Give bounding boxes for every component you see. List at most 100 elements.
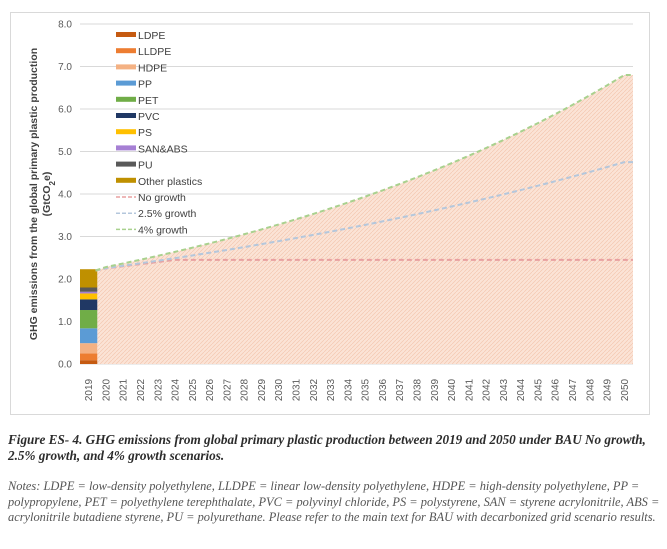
legend-label: HDPE — [138, 62, 167, 74]
legend-item: 2.5% growth — [116, 208, 197, 220]
y-tick-label: 4.0 — [58, 190, 72, 201]
legend-label: SAN&ABS — [138, 143, 188, 155]
x-tick-label: 2025 — [188, 378, 199, 401]
x-tick-label: 2026 — [205, 378, 216, 401]
x-tick-label: 2036 — [378, 378, 389, 401]
legend-swatch — [116, 145, 136, 151]
stacked-bar-2019 — [80, 269, 98, 364]
legend-item: Other plastics — [116, 176, 202, 188]
y-tick-label: 7.0 — [58, 62, 72, 73]
x-tick-label: 2029 — [257, 378, 268, 401]
chart-frame — [10, 12, 650, 415]
x-tick-label: 2040 — [447, 378, 458, 401]
legend-swatch — [116, 161, 136, 167]
x-tick-label: 2031 — [292, 378, 303, 401]
series-line-4-growth — [95, 74, 633, 272]
x-tick-label: 2021 — [119, 378, 130, 401]
x-tick-label: 2045 — [533, 378, 544, 401]
legend-item: LLDPE — [116, 46, 171, 58]
x-tick-label: 2022 — [136, 378, 147, 401]
bar-segment-pp — [80, 328, 98, 344]
x-tick-label: 2027 — [222, 378, 233, 401]
bar-segment-hdpe — [80, 343, 98, 354]
x-tick-label: 2033 — [326, 378, 337, 401]
x-tick-label: 2023 — [153, 378, 164, 401]
legend-item: PP — [116, 79, 152, 91]
legend-swatch — [116, 32, 136, 37]
legend-label: PET — [138, 95, 159, 107]
bar-segment-ldpe — [80, 360, 98, 364]
x-tick-label: 2046 — [551, 378, 562, 401]
legend-swatch — [116, 113, 136, 118]
x-tick-label: 2047 — [568, 378, 579, 401]
x-tick-label: 2049 — [603, 378, 614, 401]
legend-item: SAN&ABS — [116, 143, 188, 155]
legend-item: HDPE — [116, 62, 167, 74]
chart-svg: 0.0 1.0 2.0 3.0 4.0 5.0 6.0 7.0 8.0 2019 2020 2021… — [28, 20, 633, 401]
y-tick-label: 0.0 — [58, 360, 72, 371]
y-tick-label: 5.0 — [58, 147, 72, 158]
area-fill — [97, 75, 633, 364]
figure-notes: Notes: LDPE = low-density polyethylene, … — [8, 479, 660, 524]
y-tick-label: 8.0 — [58, 20, 72, 31]
x-tick-label: 2043 — [499, 378, 510, 401]
legend-item: 4% growth — [116, 224, 188, 236]
x-tick-label: 2038 — [412, 378, 423, 401]
bar-segment-pu — [80, 287, 98, 292]
y-axis-unit: (GtCO2e) — [41, 172, 57, 217]
y-tick-label: 6.0 — [58, 105, 72, 116]
x-tick-label: 2035 — [361, 378, 372, 401]
legend-item: PS — [116, 127, 152, 139]
y-tick-label: 3.0 — [58, 232, 72, 243]
legend-label: 4% growth — [138, 224, 188, 236]
legend-label: LDPE — [138, 30, 165, 42]
legend-item: PU — [116, 160, 153, 172]
legend-swatch — [116, 80, 136, 86]
x-tick-label: 2048 — [585, 378, 596, 401]
legend-label: PU — [138, 160, 153, 172]
legend-item: LDPE — [116, 30, 165, 42]
legend-item: No growth — [116, 192, 186, 204]
series-line-2-5-growth — [95, 161, 633, 272]
y-axis-label: GHG emissions from the global primary pl… — [28, 48, 40, 340]
legend-label: 2.5% growth — [138, 208, 197, 220]
x-tick-label: 2044 — [516, 378, 527, 401]
x-tick-label: 2030 — [274, 378, 285, 401]
x-tick-label: 2024 — [171, 378, 182, 401]
legend-label: No growth — [138, 192, 186, 204]
legend-label: PP — [138, 79, 152, 91]
legend-item: PET — [116, 95, 159, 107]
legend: LDPE LLDPE HDPE PP PET PVC PS SAN&ABS PU Other pl… — [116, 30, 202, 236]
legend-swatch — [116, 96, 136, 102]
bar-segment-lldpe — [80, 353, 98, 361]
figure-caption: Figure ES- 4. GHG emissions from global … — [8, 432, 646, 463]
legend-label: PS — [138, 127, 152, 139]
x-tick-label: 2020 — [101, 378, 112, 401]
legend-item: PVC — [116, 111, 160, 123]
legend-swatch — [116, 129, 136, 135]
bar-segment-san-abs — [80, 291, 98, 294]
y-tick-label: 1.0 — [58, 317, 72, 328]
bar-segment-other-plastics — [80, 269, 98, 288]
x-tick-label: 2042 — [482, 378, 493, 401]
legend-label: PVC — [138, 111, 160, 123]
legend-label: Other plastics — [138, 176, 202, 188]
x-tick-label: 2041 — [464, 378, 475, 401]
legend-swatch — [116, 177, 136, 183]
x-tick-label: 2019 — [84, 378, 95, 401]
x-tick-label: 2050 — [620, 378, 631, 401]
x-tick-label: 2028 — [240, 378, 251, 401]
x-axis-ticks: 2019 2020 2021 2022 2023 2024 2025 2026 2027 2028… — [84, 378, 631, 401]
x-tick-label: 2039 — [430, 378, 441, 401]
y-tick-label: 2.0 — [58, 275, 72, 286]
bar-segment-pvc — [80, 299, 98, 311]
x-tick-label: 2032 — [309, 378, 320, 401]
bar-segment-ps — [80, 293, 98, 300]
legend-swatch — [116, 64, 136, 70]
legend-swatch — [116, 48, 136, 54]
y-axis-ticks: 0.0 1.0 2.0 3.0 4.0 5.0 6.0 7.0 8.0 — [58, 20, 72, 371]
legend-label: LLDPE — [138, 46, 171, 58]
emissions-area — [97, 75, 633, 364]
x-tick-label: 2034 — [343, 378, 354, 401]
x-tick-label: 2037 — [395, 378, 406, 401]
